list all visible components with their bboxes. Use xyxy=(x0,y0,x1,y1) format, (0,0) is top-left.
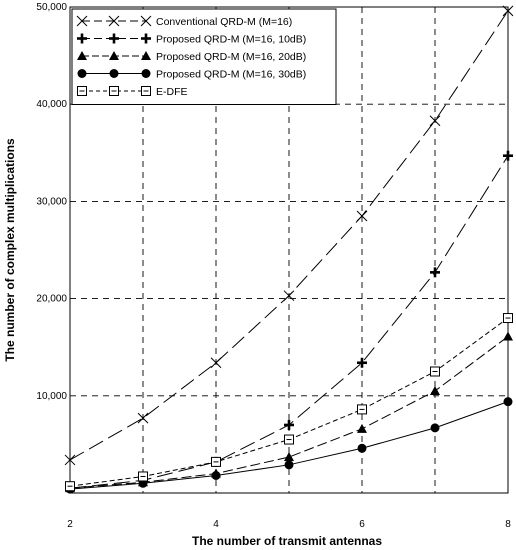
legend-entry: Conventional QRD-M (M=16) xyxy=(76,15,292,28)
y-tick-label: 10,000 xyxy=(36,391,67,402)
legend-marker xyxy=(109,69,119,78)
data-point xyxy=(284,460,294,470)
legend-marker xyxy=(141,86,151,96)
data-point xyxy=(429,115,441,127)
data-point xyxy=(210,357,222,369)
legend-label: E-DFE xyxy=(156,86,188,98)
y-tick-label: 40,000 xyxy=(36,99,67,110)
legend-entry: E-DFE xyxy=(77,86,188,98)
series-x xyxy=(64,5,514,466)
data-point xyxy=(503,150,513,161)
legend-marker xyxy=(109,51,119,60)
data-point xyxy=(284,452,294,462)
legend-marker xyxy=(141,33,151,44)
data-point xyxy=(284,419,294,430)
series-layer xyxy=(64,5,514,494)
data-point xyxy=(284,434,294,445)
legend-label: Proposed QRD-M (M=16, 20dB) xyxy=(156,51,306,63)
axis-ticks: 2 4 6 8 10,000 20,000 30,000 40,000 50,000 xyxy=(36,2,511,530)
data-point xyxy=(430,385,440,395)
x-tick-label: 6 xyxy=(359,519,365,530)
legend-marker xyxy=(141,69,151,78)
legend-entry: Proposed QRD-M (M=16, 10dB) xyxy=(77,33,306,46)
y-tick-label: 20,000 xyxy=(36,294,67,305)
data-point xyxy=(211,471,221,481)
legend-marker xyxy=(141,51,151,60)
legend: Conventional QRD-M (M=16) Proposed QRD-M … xyxy=(71,8,337,105)
x-tick-label: 2 xyxy=(67,519,73,530)
legend-marker xyxy=(140,15,152,27)
data-point xyxy=(356,210,368,222)
data-point xyxy=(503,331,513,341)
legend-marker xyxy=(108,15,120,27)
legend-marker xyxy=(109,33,119,44)
data-point xyxy=(211,456,221,467)
data-point xyxy=(503,397,513,407)
data-point xyxy=(137,412,149,424)
y-tick-label: 50,000 xyxy=(36,2,67,13)
data-point xyxy=(357,423,367,433)
x-axis-label: The number of transmit antennas xyxy=(192,534,382,548)
data-point xyxy=(357,357,367,368)
data-point xyxy=(430,366,440,377)
legend-marker xyxy=(77,33,87,44)
x-tick-label: 8 xyxy=(505,519,511,530)
data-point xyxy=(357,404,367,415)
data-point xyxy=(64,454,76,466)
legend-marker xyxy=(76,15,88,27)
data-point xyxy=(138,471,148,482)
y-axis-label: The number of complex multiplications xyxy=(3,138,17,362)
legend-marker xyxy=(77,86,87,96)
data-point xyxy=(283,290,295,302)
legend-label: Proposed QRD-M (M=16, 10dB) xyxy=(156,34,306,46)
data-point xyxy=(430,267,440,278)
legend-label: Proposed QRD-M (M=16, 30dB) xyxy=(156,69,306,81)
data-point xyxy=(357,443,367,453)
plot-frame xyxy=(69,6,509,494)
legend-label: Conventional QRD-M (M=16) xyxy=(156,16,292,28)
x-tick-label: 4 xyxy=(213,519,219,530)
y-tick-label: 30,000 xyxy=(36,196,67,207)
data-point xyxy=(503,313,513,324)
legend-entry: Proposed QRD-M (M=16, 20dB) xyxy=(77,51,306,63)
legend-marker xyxy=(77,69,87,78)
legend-marker xyxy=(109,86,119,96)
data-point xyxy=(502,5,514,17)
data-point xyxy=(65,481,75,492)
series-square xyxy=(65,313,513,492)
legend-marker xyxy=(77,51,87,60)
legend-entry: Proposed QRD-M (M=16, 30dB) xyxy=(77,69,306,81)
data-point xyxy=(430,423,440,433)
